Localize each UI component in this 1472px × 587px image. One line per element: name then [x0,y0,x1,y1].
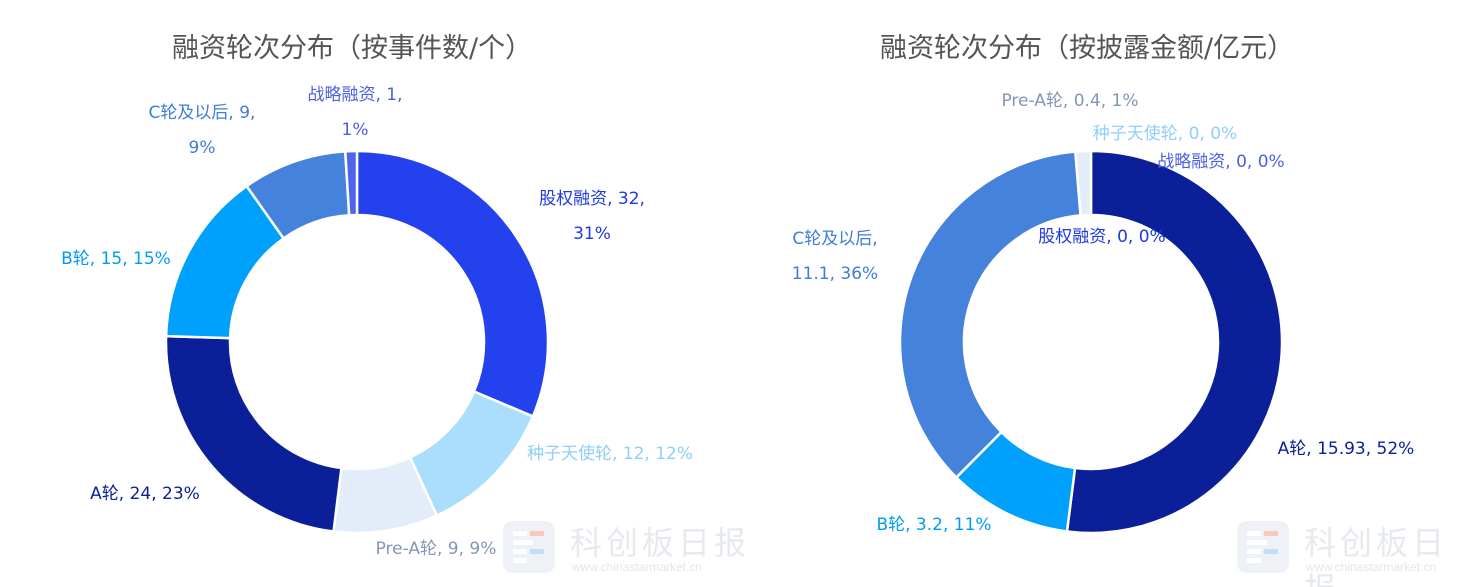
data-label-line: 1% [341,120,369,140]
data-label-line: 股权融资, 0, 0% [1038,227,1166,247]
data-label-line: 11.1, 36% [791,264,879,284]
data-label-line: 战略融资, 0, 0% [1157,152,1285,172]
data-label-Pre-A轮: Pre-A轮, 9, 9% [286,532,586,567]
data-label-line: B轮, 15, 15% [61,249,171,269]
data-label-股权融资: 股权融资, 32, 31% [442,182,742,252]
data-label-C轮及以后: C轮及以后, 11.1, 36% [685,222,985,292]
data-label-line: C轮及以后, [792,229,878,249]
slice-战略融资 [343,149,359,217]
data-label-C轮及以后: C轮及以后, 9, 9% [52,96,352,166]
data-label-line: 种子天使轮, 0, 0% [1092,124,1238,144]
watermark-name: 科创板日报 [570,524,751,562]
data-label-line: Pre-A轮, 0.4, 1% [1001,91,1139,111]
data-label-line: 种子天使轮, 12, 12% [526,444,694,464]
data-label-line: A轮, 24, 23% [90,484,200,504]
data-label-line: C轮及以后, 9, [148,103,256,123]
slice-A轮 [164,334,343,533]
data-label-line: 战略融资, 1, [307,85,403,105]
data-label-股权融资: 股权融资, 0, 0% [952,220,1252,255]
data-label-line: B轮, 3.2, 11% [876,515,992,535]
data-label-A轮: A轮, 24, 23% [0,477,295,512]
data-label-种子天使轮: 种子天使轮, 12, 12% [460,437,760,472]
data-label-line: 股权融资, 32, [539,189,645,209]
chart-title-left: 融资轮次分布（按事件数/个） [172,33,533,64]
data-label-B轮: B轮, 3.2, 11% [784,508,1084,543]
data-label-line: Pre-A轮, 9, 9% [375,539,497,559]
data-label-Pre-A轮: Pre-A轮, 0.4, 1% [920,84,1220,119]
chart-title-right: 融资轮次分布（按披露金额/亿元） [880,33,1295,64]
watermark-name-right: 科创板日报 [1304,524,1449,587]
slice-Pre-A轮 [1074,149,1093,217]
data-label-line: 9% [188,138,216,158]
data-label-A轮: A轮, 15.93, 52% [1196,432,1472,467]
data-label-B轮: B轮, 15, 15% [0,242,266,277]
data-label-种子天使轮: 种子天使轮, 0, 0% [1015,117,1315,152]
slice-股权融资 [355,149,550,419]
data-label-战略融资: 战略融资, 1, 1% [205,78,505,148]
watermark-url: www.chinastarmarket.cn [572,560,703,574]
data-label-line: 31% [573,224,611,244]
slice-A轮 [1065,149,1284,535]
watermark-url-right: www.chinastarmarket.cn [1306,560,1437,574]
data-label-line: A轮, 15.93, 52% [1277,439,1415,459]
data-label-战略融资: 战略融资, 0, 0% [1071,145,1371,180]
slice-C轮及以后 [898,150,1082,480]
